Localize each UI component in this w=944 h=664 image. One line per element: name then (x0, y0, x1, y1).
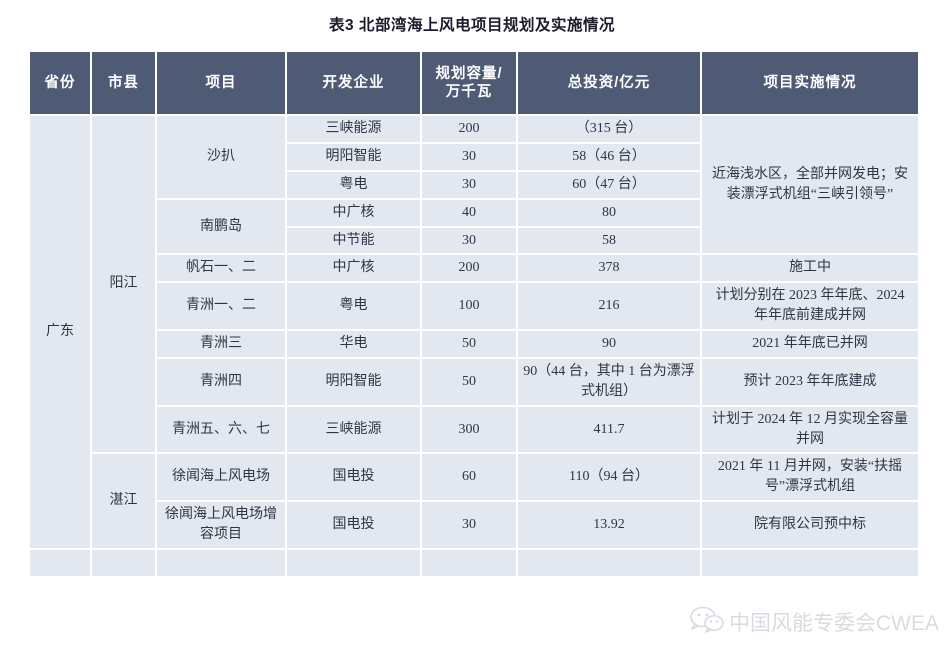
cell-investment: 110（94 台） (516, 452, 702, 503)
page-title: 表3 北部湾海上风电项目规划及实施情况 (329, 17, 615, 34)
cell-investment: 60（47 台） (516, 169, 702, 200)
cell-status: 计划分别在 2023 年年底、2024 年年底前建成并网 (700, 281, 918, 331)
cell-investment: 58 (516, 225, 702, 256)
cell-developer: 中广核 (285, 253, 422, 284)
table-row-partial (28, 547, 918, 578)
table-header-row: 省份 市县 项目 开发企业 规划容量/ 万千瓦 总投资/亿元 项目实施情况 (28, 52, 918, 116)
cell-empty (285, 547, 422, 578)
cell-project: 沙扒 (155, 114, 287, 200)
cell-investment: （315 台） (516, 114, 702, 144)
cell-status: 院有限公司预中标 (700, 500, 918, 550)
cell-status: 施工中 (700, 253, 918, 284)
cell-empty (516, 547, 702, 578)
cell-capacity: 30 (420, 169, 518, 200)
cell-capacity: 30 (420, 500, 518, 550)
cell-project: 徐闻海上风电场 (155, 452, 287, 503)
table-row: 青洲四 明阳智能 50 90（44 台，其中 1 台为漂浮式机组） 预计 202… (29, 356, 918, 407)
cell-status-merged: 近海浅水区，全部并网发电；安装漂浮式机组“三峡引领号” (700, 113, 918, 256)
cell-developer: 明阳智能 (285, 356, 422, 407)
cell-capacity: 30 (420, 141, 518, 172)
table-body: 广东 阳江 沙扒 三峡能源 200 （315 台） 近海浅水区，全部并网发电；安… (28, 113, 918, 578)
cell-city-zhanjiang: 湛江 (90, 452, 157, 550)
cell-city-yangjiang: 阳江 (90, 113, 157, 455)
column-header-capacity-line2: 万千瓦 (445, 84, 493, 100)
cell-status: 计划于 2024 年 12 月实现全容量并网 (700, 404, 918, 455)
cell-developer: 粤电 (285, 169, 422, 200)
table-header: 省份 市县 项目 开发企业 规划容量/ 万千瓦 总投资/亿元 项目实施情况 (28, 52, 918, 116)
column-header-capacity: 规划容量/ 万千瓦 (420, 52, 518, 116)
table-row: 南鹏岛 中广核 40 80 (29, 197, 918, 256)
cell-empty (90, 547, 157, 578)
cell-empty (155, 547, 287, 578)
table-row: 帆石一、二 中广核 200 378 施工中 (29, 253, 918, 284)
cell-developer: 中节能 (285, 225, 422, 256)
cell-project: 青洲三 (155, 329, 287, 359)
table-row: 明阳智能 30 58（46 台） (29, 141, 918, 172)
column-header-project: 项目 (155, 52, 287, 116)
cell-developer: 中广核 (285, 197, 422, 228)
cell-investment: 13.92 (516, 500, 702, 550)
cell-capacity: 40 (420, 197, 518, 228)
cell-developer: 国电投 (285, 500, 422, 550)
cell-capacity: 50 (420, 356, 518, 407)
cell-empty (420, 547, 518, 578)
cell-status: 2021 年年底已并网 (700, 329, 918, 359)
table-row: 青洲三 华电 50 90 2021 年年底已并网 (29, 329, 918, 359)
table-row: 粤电 30 60（47 台） (29, 169, 918, 200)
table-row: 湛江 徐闻海上风电场 国电投 60 110（94 台） 2021 年 11 月并… (29, 452, 918, 550)
column-header-province: 省份 (28, 52, 92, 116)
cell-project: 南鹏岛 (155, 197, 287, 256)
cell-capacity: 50 (420, 329, 518, 359)
offshore-wind-projects-table: 省份 市县 项目 开发企业 规划容量/ 万千瓦 总投资/亿元 项目实施情况 广东… (28, 52, 918, 578)
table-row: 青洲五、六、七 三峡能源 300 411.7 计划于 2024 年 12 月实现… (29, 404, 918, 455)
cell-developer: 明阳智能 (285, 141, 422, 172)
cell-capacity: 30 (420, 225, 518, 256)
cell-investment: 58（46 台） (516, 141, 702, 172)
column-header-status: 项目实施情况 (700, 52, 918, 116)
cell-developer: 国电投 (285, 452, 422, 503)
cell-project: 帆石一、二 (155, 253, 287, 284)
cell-project: 青洲四 (155, 356, 287, 407)
column-header-city: 市县 (90, 52, 157, 116)
cell-investment: 90 (516, 329, 702, 359)
cell-status: 预计 2023 年年底建成 (700, 356, 918, 407)
cell-capacity: 200 (420, 114, 518, 144)
cell-investment: 216 (516, 281, 702, 331)
cell-project: 青洲五、六、七 (155, 404, 287, 455)
cell-capacity: 100 (420, 281, 518, 331)
cell-investment: 80 (516, 197, 702, 228)
cell-empty (28, 547, 92, 578)
cell-investment: 378 (516, 253, 702, 284)
cell-developer: 三峡能源 (285, 404, 422, 455)
cell-developer: 华电 (285, 329, 422, 359)
cell-developer: 三峡能源 (285, 114, 422, 144)
table-row: 徐闻海上风电场增容项目 国电投 30 13.92 院有限公司预中标 (29, 500, 918, 550)
cell-capacity: 300 (420, 404, 518, 455)
cell-developer: 粤电 (285, 281, 422, 331)
column-header-capacity-line1: 规划容量/ (435, 65, 503, 82)
column-header-investment: 总投资/亿元 (516, 52, 702, 116)
cell-investment: 411.7 (516, 404, 702, 455)
column-header-developer: 开发企业 (285, 52, 422, 116)
cell-capacity: 60 (420, 452, 518, 503)
cell-status: 2021 年 11 月并网，安装“扶摇号”漂浮式机组 (700, 452, 918, 503)
cell-investment: 90（44 台，其中 1 台为漂浮式机组） (516, 356, 702, 407)
cell-province: 广东 (28, 114, 92, 550)
table-row: 青洲一、二 粤电 100 216 计划分别在 2023 年年底、2024 年年底… (29, 281, 918, 331)
table-row: 广东 阳江 沙扒 三峡能源 200 （315 台） 近海浅水区，全部并网发电；安… (28, 113, 918, 550)
cell-project: 青洲一、二 (155, 281, 287, 331)
table-row: 中节能 30 58 (29, 225, 918, 256)
cell-project: 徐闻海上风电场增容项目 (155, 500, 287, 550)
cell-empty (700, 547, 918, 578)
table-container: 省份 市县 项目 开发企业 规划容量/ 万千瓦 总投资/亿元 项目实施情况 广东… (28, 52, 918, 664)
cell-capacity: 200 (420, 253, 518, 284)
